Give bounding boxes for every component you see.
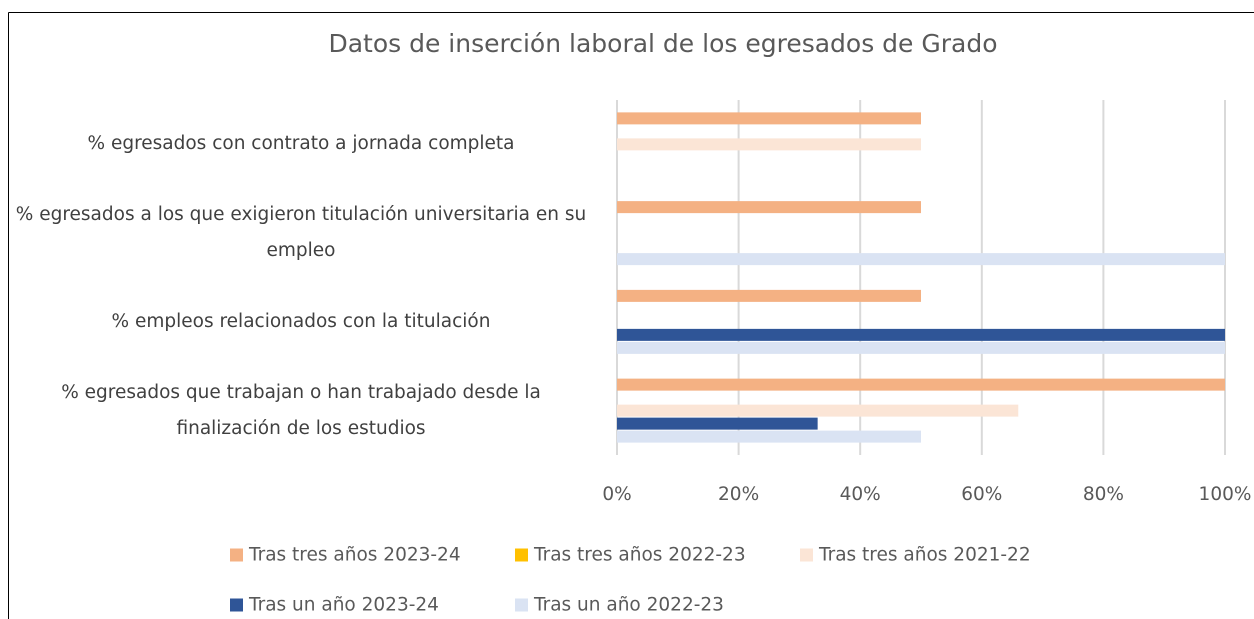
category-label: % egresados a los que exigieron titulaci… xyxy=(15,204,587,262)
category-label: % egresados con contrato a jornada compl… xyxy=(87,133,515,155)
category-label: % empleos relacionados con la titulación xyxy=(111,310,491,332)
legend-item: Tras tres años 2023-24 xyxy=(230,545,461,566)
bar xyxy=(617,378,1225,391)
bar xyxy=(617,404,1019,417)
legend-item: Tras tres años 2022-23 xyxy=(515,545,746,566)
x-tick-label: 100% xyxy=(1199,484,1252,505)
legend-label: Tras tres años 2023-24 xyxy=(249,544,461,566)
x-tick-label: 60% xyxy=(961,484,1002,505)
legend-item: Tras un año 2023-24 xyxy=(230,595,439,616)
bar xyxy=(617,138,921,151)
bar xyxy=(617,341,1225,354)
bar xyxy=(617,430,921,443)
legend-label: Tras un año 2022-23 xyxy=(534,594,724,616)
legend-label: Tras tres años 2022-23 xyxy=(534,544,746,566)
legend-swatch xyxy=(515,598,528,612)
category-label: % egresados que trabajan o han trabajado… xyxy=(61,381,541,439)
x-tick-label: 0% xyxy=(602,484,631,505)
x-tick-label: 80% xyxy=(1083,484,1124,505)
legend-swatch xyxy=(230,548,243,562)
bar xyxy=(617,253,1225,266)
x-tick-label: 40% xyxy=(840,484,881,505)
bar xyxy=(617,289,921,302)
legend-swatch xyxy=(800,548,813,562)
chart-title: Datos de inserción laboral de los egresa… xyxy=(328,29,997,58)
legend-swatch xyxy=(230,598,243,612)
legend-item: Tras un año 2022-23 xyxy=(515,595,724,616)
legend-label: Tras tres años 2021-22 xyxy=(819,544,1031,566)
legend-item: Tras tres años 2021-22 xyxy=(800,545,1031,566)
legend-swatch xyxy=(515,548,528,562)
legend-label: Tras un año 2023-24 xyxy=(249,594,439,616)
bar xyxy=(617,112,921,125)
bar xyxy=(617,328,1225,341)
x-tick-label: 20% xyxy=(718,484,759,505)
bar xyxy=(617,417,818,430)
bar xyxy=(617,201,921,214)
